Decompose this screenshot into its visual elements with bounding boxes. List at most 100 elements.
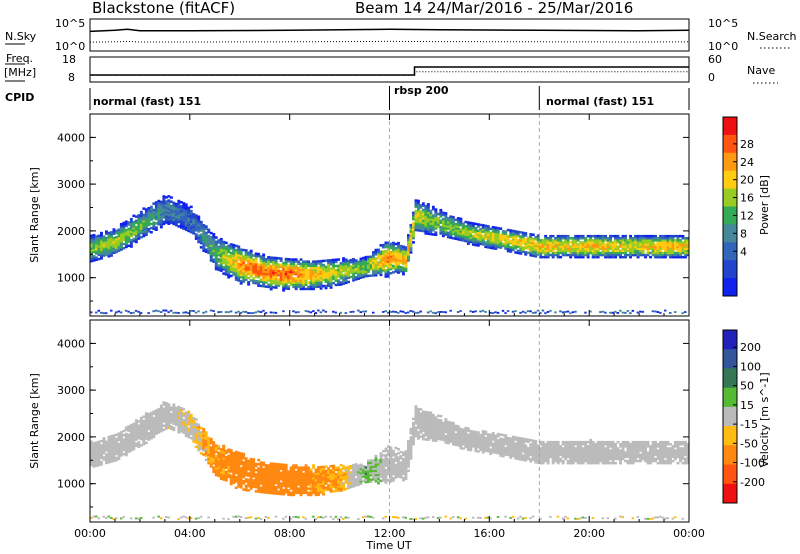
echo-cell bbox=[129, 243, 133, 246]
echo-cell bbox=[117, 243, 121, 246]
echo-cell bbox=[102, 254, 106, 257]
echo-cell bbox=[671, 251, 675, 255]
echo-cell bbox=[404, 269, 408, 272]
echo-cell bbox=[469, 432, 473, 435]
echo-cell bbox=[324, 471, 328, 475]
y-tick-label: 2000 bbox=[57, 225, 85, 238]
echo-cell bbox=[314, 472, 318, 476]
echo-cell bbox=[147, 228, 151, 231]
echo-cell bbox=[134, 221, 138, 225]
echo-cell bbox=[481, 234, 485, 238]
echo-cell bbox=[489, 236, 493, 239]
echo-cell bbox=[379, 479, 383, 483]
echo-cell bbox=[464, 237, 468, 241]
echo-cell bbox=[446, 235, 450, 239]
echo-cell bbox=[282, 488, 286, 492]
echo-cell bbox=[269, 258, 273, 261]
echo-cell bbox=[164, 406, 168, 409]
echo-cell bbox=[304, 468, 308, 471]
echo-cell bbox=[214, 450, 218, 454]
ground-scatter-cell bbox=[359, 311, 362, 314]
echo-cell bbox=[309, 485, 313, 488]
echo-cell bbox=[536, 247, 540, 250]
echo-cell bbox=[684, 241, 687, 244]
echo-cell bbox=[184, 419, 188, 423]
echo-cell bbox=[362, 475, 365, 478]
echo-cell bbox=[342, 257, 345, 260]
echo-cell bbox=[117, 436, 121, 440]
echo-cell bbox=[159, 421, 163, 424]
echo-cell bbox=[574, 245, 578, 248]
echo-cell bbox=[139, 418, 143, 422]
echo-cell bbox=[302, 275, 305, 278]
echo-cell bbox=[586, 245, 590, 248]
echo-cell bbox=[222, 257, 226, 261]
echo-cell bbox=[421, 410, 425, 413]
echo-cell bbox=[384, 479, 388, 482]
echo-cell bbox=[294, 479, 298, 482]
echo-cell bbox=[342, 280, 345, 283]
echo-cell bbox=[654, 243, 657, 246]
echo-cell bbox=[461, 428, 465, 431]
echo-cell bbox=[377, 257, 380, 260]
echo-cell bbox=[187, 416, 191, 420]
echo-cell bbox=[129, 232, 133, 236]
echo-cell bbox=[444, 216, 448, 219]
echo-cell bbox=[162, 403, 166, 406]
echo-cell bbox=[129, 432, 133, 435]
echo-cell bbox=[541, 243, 545, 246]
echo-cell bbox=[412, 421, 415, 425]
echo-cell bbox=[92, 465, 96, 468]
echo-cell bbox=[329, 273, 333, 277]
echo-cell bbox=[187, 423, 191, 426]
echo-cell bbox=[164, 210, 168, 214]
echo-cell bbox=[322, 478, 325, 481]
echo-cell bbox=[149, 424, 153, 427]
echo-cell bbox=[274, 481, 278, 485]
echo-cell bbox=[364, 260, 368, 263]
echo-cell bbox=[299, 468, 303, 471]
echo-cell bbox=[177, 431, 181, 434]
echo-cell bbox=[429, 413, 433, 417]
echo-cell bbox=[524, 234, 528, 237]
echo-cell bbox=[144, 437, 148, 440]
echo-cell bbox=[387, 245, 390, 249]
echo-cell bbox=[369, 469, 373, 473]
echo-cell bbox=[312, 270, 315, 274]
ground-scatter-cell bbox=[164, 516, 168, 518]
echo-cell bbox=[92, 442, 96, 445]
echo-cell bbox=[97, 451, 101, 454]
echo-cell bbox=[441, 226, 445, 229]
echo-cell bbox=[272, 265, 276, 268]
echo-cell bbox=[387, 262, 390, 265]
echo-cell bbox=[252, 264, 256, 268]
echo-cell bbox=[407, 446, 410, 449]
ground-scatter-cell bbox=[546, 311, 550, 313]
echo-cell bbox=[229, 260, 233, 263]
ground-scatter-cell bbox=[157, 515, 160, 518]
echo-cell bbox=[511, 246, 515, 250]
echo-cell bbox=[671, 245, 675, 248]
echo-cell bbox=[117, 232, 121, 236]
echo-cell bbox=[247, 459, 251, 463]
echo-cell bbox=[232, 248, 236, 251]
echo-cell bbox=[464, 220, 468, 224]
echo-cell bbox=[289, 268, 293, 272]
ground-scatter-cell bbox=[129, 517, 133, 520]
echo-cell bbox=[377, 467, 380, 470]
echo-cell bbox=[287, 268, 291, 271]
echo-cell bbox=[469, 232, 473, 235]
echo-cell bbox=[229, 463, 233, 467]
echo-cell bbox=[164, 215, 168, 218]
echo-cell bbox=[267, 268, 271, 272]
ground-scatter-cell bbox=[152, 516, 155, 519]
echo-cell bbox=[342, 486, 345, 489]
echo-cell bbox=[122, 225, 126, 229]
echo-cell bbox=[584, 243, 588, 246]
echo-cell bbox=[319, 264, 323, 267]
echo-cell bbox=[129, 224, 133, 227]
echo-cell bbox=[159, 217, 163, 220]
echo-cell bbox=[244, 480, 248, 483]
echo-cell bbox=[309, 468, 313, 471]
echo-cell bbox=[279, 257, 283, 260]
